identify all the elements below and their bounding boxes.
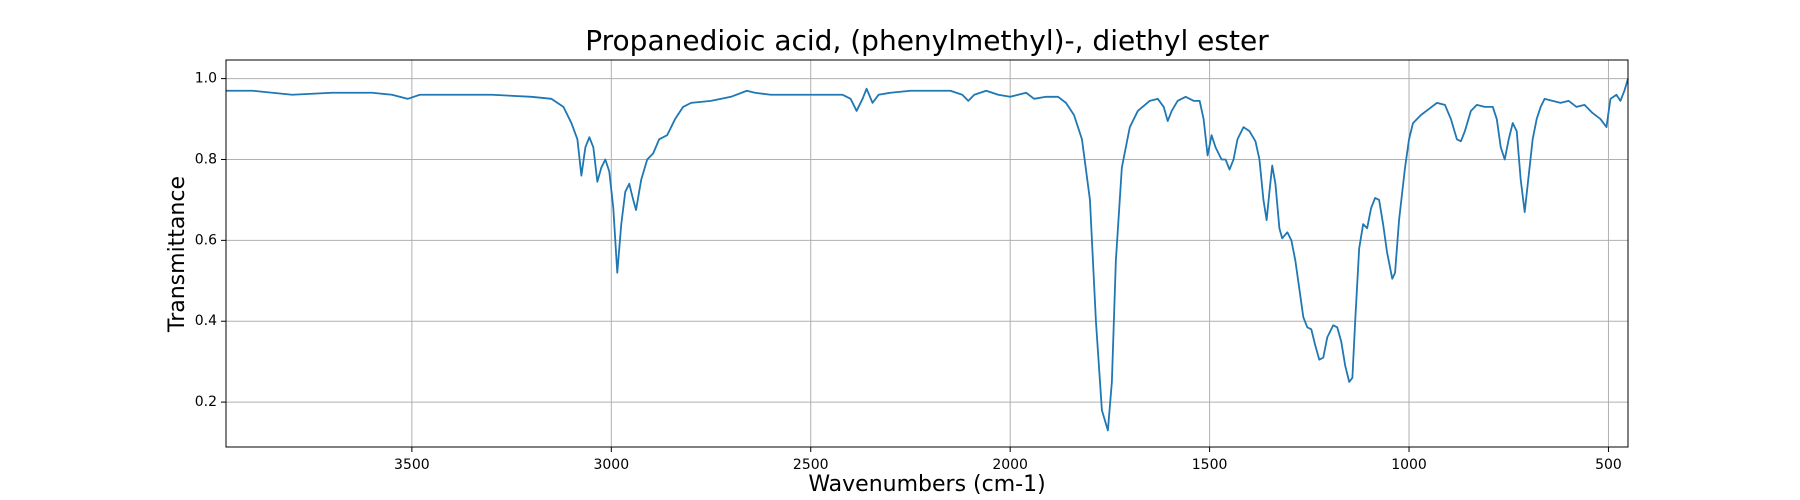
y-tick-label: 0.8 bbox=[195, 151, 217, 167]
x-tick-label: 2500 bbox=[793, 457, 829, 473]
x-tick-label: 3000 bbox=[593, 457, 629, 473]
x-tick-label: 1000 bbox=[1391, 457, 1427, 473]
x-tick-label: 3500 bbox=[394, 457, 430, 473]
y-tick-label: 0.2 bbox=[195, 394, 217, 410]
x-tick-label: 500 bbox=[1595, 457, 1622, 473]
y-tick-label: 0.6 bbox=[195, 232, 217, 248]
chart-title: Propanedioic acid, (phenylmethyl)-, diet… bbox=[585, 24, 1269, 57]
x-axis-label: Wavenumbers (cm-1) bbox=[808, 472, 1045, 497]
y-tick-label: 1.0 bbox=[195, 71, 217, 87]
x-tick-label: 2000 bbox=[992, 457, 1028, 473]
plot-frame bbox=[225, 59, 1629, 448]
y-tick-label: 0.4 bbox=[195, 313, 217, 329]
x-tick-label: 1500 bbox=[1192, 457, 1228, 473]
spectrum-line bbox=[226, 78, 1629, 432]
y-axis-label: Transmittance bbox=[165, 176, 190, 333]
